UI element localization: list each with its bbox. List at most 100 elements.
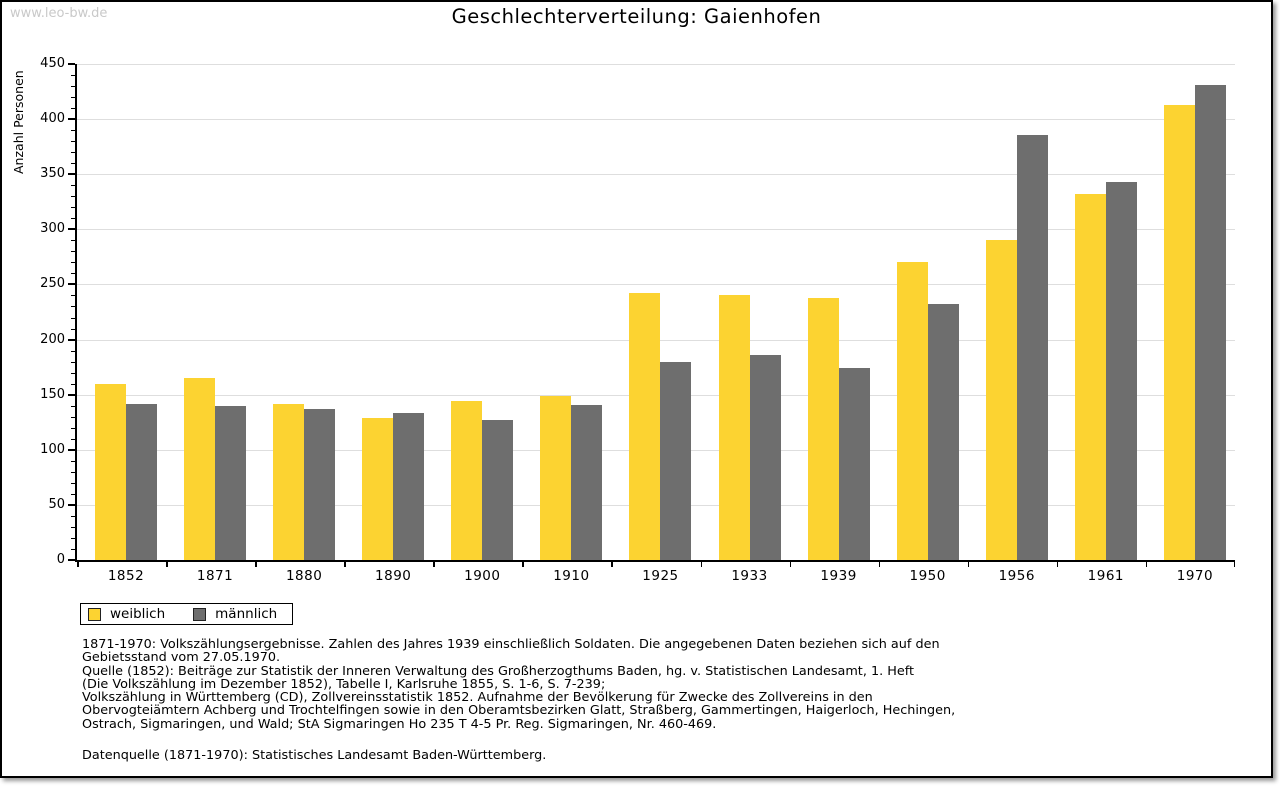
- y-axis-tick: [71, 328, 75, 330]
- x-axis-label-1900: 1900: [464, 568, 501, 584]
- y-axis-tick: [71, 262, 75, 264]
- x-axis-label-1970: 1970: [1176, 568, 1214, 584]
- y-axis-tick: [71, 218, 75, 220]
- x-axis-tick: [522, 562, 524, 567]
- y-axis-tick: [71, 108, 75, 110]
- y-axis-tick-label: 50: [48, 496, 65, 512]
- y-axis-tick: [71, 97, 75, 99]
- bar-männlich-1852: [126, 403, 157, 560]
- plot-area: 0 50 100 150 200 250 300 350 400 450 1852 1871 1880 1…: [40, 57, 1235, 584]
- bar-männlich-1970: [1194, 84, 1226, 560]
- bar-männlich-1910: [571, 404, 603, 560]
- x-axis-label-1852: 1852: [107, 568, 145, 584]
- bar-männlich-1956: [1016, 134, 1048, 560]
- y-axis-tick: [71, 185, 75, 187]
- y-axis-tick: [71, 493, 75, 495]
- y-axis-tick: [71, 526, 75, 528]
- x-axis-tick: [789, 562, 792, 567]
- x-axis-label-1910: 1910: [553, 568, 590, 584]
- x-axis-tick: [967, 562, 970, 567]
- y-axis-tick: [71, 130, 75, 132]
- x-axis-tick: [878, 562, 881, 567]
- y-axis-tick: [68, 173, 75, 176]
- y-axis-tick: [71, 537, 75, 539]
- legend-swatch-maennlich: [193, 607, 207, 621]
- y-axis-tick: [71, 372, 75, 374]
- x-axis-label-1933: 1933: [731, 568, 768, 584]
- y-axis-tick: [68, 393, 75, 396]
- bar-weiblich-1961: [1074, 194, 1106, 560]
- bar-weiblich-1871: [184, 378, 216, 560]
- bar-männlich-1871: [215, 405, 247, 560]
- footnote-line: Gebietsstand vom 27.05.1970.: [82, 650, 281, 666]
- y-axis-tick: [71, 240, 75, 242]
- chart-page: www.leo-bw.de Geschlechterverteilung: Ga…: [0, 0, 1273, 778]
- legend-label-weiblich: weiblich: [110, 606, 166, 622]
- y-axis-tick-label: 250: [40, 276, 65, 292]
- bar-weiblich-1900: [451, 401, 483, 560]
- bar-weiblich-1880: [273, 403, 305, 560]
- x-axis-label-1925: 1925: [642, 568, 679, 584]
- y-axis-tick-label: 0: [56, 552, 65, 567]
- y-axis-tick: [71, 482, 75, 484]
- y-axis-tick: [71, 427, 75, 429]
- x-axis-label-1956: 1956: [998, 568, 1035, 584]
- y-axis-tick: [71, 75, 75, 77]
- x-axis-tick: [1233, 562, 1235, 567]
- bar-männlich-1890: [393, 413, 425, 560]
- bar-weiblich-1939: [807, 297, 839, 560]
- y-axis-tick: [71, 317, 75, 319]
- bar-männlich-1961: [1105, 181, 1137, 560]
- legend-item-maennlich: männlich: [193, 606, 277, 622]
- x-axis-tick: [77, 562, 79, 567]
- footnotes: 1871-1970: Volkszählungsergebnisse. Zahl…: [82, 638, 955, 731]
- gridline-400: [77, 119, 1235, 121]
- legend-swatch-weiblich: [88, 607, 101, 621]
- footnote-line: Quelle (1852): Beiträge zur Statistik de…: [82, 663, 915, 679]
- y-axis-tick: [71, 416, 75, 418]
- page-title: Geschlechterverteilung: Gaienhofen: [451, 5, 822, 28]
- y-axis-tick: [68, 503, 75, 506]
- y-axis-tick: [71, 163, 75, 165]
- footnote-line: Volkszählung in Württemberg (CD), Zollve…: [82, 690, 873, 706]
- datasource-line: Datenquelle (1871-1970): Statistisches L…: [82, 748, 547, 763]
- footnote-line: 1871-1970: Volkszählungsergebnisse. Zahl…: [82, 637, 940, 652]
- y-axis-tick: [71, 350, 75, 352]
- y-axis-tick: [71, 196, 75, 198]
- bar-weiblich-1925: [629, 293, 661, 560]
- y-axis-tick: [71, 141, 75, 143]
- gridline-450: [77, 64, 1235, 65]
- y-axis-tick: [68, 448, 75, 451]
- y-axis-tick-label: 150: [40, 386, 65, 402]
- y-axis-tick: [68, 559, 75, 561]
- bar-weiblich-1950: [896, 262, 928, 560]
- legend: weiblich männlich: [80, 603, 294, 625]
- footnote-line: Obervogteiämtern Achberg und Trochtelfin…: [82, 703, 956, 719]
- gridline-350: [77, 174, 1235, 176]
- y-axis-tick: [71, 515, 75, 517]
- y-axis-tick: [71, 405, 75, 407]
- y-axis-tick: [71, 295, 75, 297]
- y-axis-tick: [71, 438, 75, 440]
- y-axis-tick: [71, 152, 75, 154]
- x-axis-tick: [433, 562, 435, 567]
- gridline-300: [77, 229, 1235, 231]
- bar-männlich-1925: [660, 361, 692, 560]
- y-axis-tick: [71, 251, 75, 253]
- x-axis-tick: [1056, 562, 1059, 567]
- y-axis-tick: [71, 548, 75, 550]
- x-axis-tick: [1145, 562, 1148, 567]
- bar-weiblich-1933: [718, 295, 750, 560]
- y-axis-tick: [68, 283, 75, 286]
- bar-weiblich-1956: [985, 240, 1017, 560]
- y-axis-tick-label: 100: [40, 441, 65, 457]
- y-axis-tick: [68, 63, 75, 65]
- footnote-line: Ostrach, Sigmaringen, und Wald; StA Sigm…: [82, 716, 717, 732]
- x-axis-label-1871: 1871: [196, 568, 234, 584]
- y-axis-tick-label: 400: [40, 111, 65, 127]
- x-axis-label-1961: 1961: [1087, 568, 1125, 584]
- gridline-250: [77, 284, 1235, 286]
- bar-weiblich-1890: [362, 417, 394, 560]
- y-axis-tick: [71, 383, 75, 385]
- x-axis-tick: [166, 562, 168, 567]
